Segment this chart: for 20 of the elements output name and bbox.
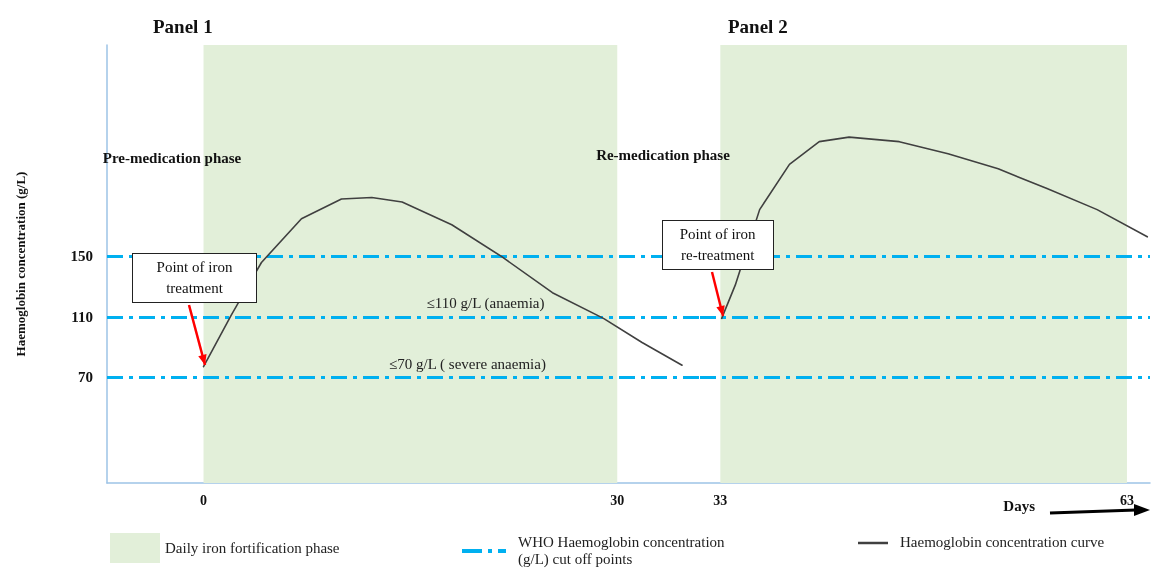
chart-title: Panel 2: [728, 16, 788, 37]
callout-box: Point of iron re-treatment: [661, 220, 774, 271]
annotation: Re-medication phase: [595, 146, 731, 165]
ref-line-label: ≤70 g/L ( severe anaemia): [389, 355, 546, 373]
x-tick-label: 0: [200, 492, 208, 508]
x-tick-label: 33: [713, 492, 728, 508]
x-tick-label: 30: [610, 492, 625, 508]
annotation: Pre-medication phase: [101, 149, 243, 168]
callout-box: Point of iron treatment: [132, 252, 258, 303]
chart-title: Panel 1: [153, 16, 213, 37]
y-tick-label: 70: [78, 369, 93, 386]
x-tick-label: 63: [1119, 492, 1134, 508]
y-tick-label: 110: [71, 308, 93, 325]
x-axis-title: Days: [1003, 498, 1036, 514]
legend-label: Daily iron fortification phase: [165, 540, 340, 556]
text: WHO Haemoglobin concentration (g/L) cut off points: [518, 534, 726, 568]
ref-line-label: ≤110 g/L (anaemia): [426, 295, 545, 313]
y-tick-label: 150: [70, 248, 93, 265]
legend-label: Haemoglobin concentration curve: [900, 534, 1105, 551]
y-axis-title: Haemoglobin concentration (g/L): [13, 171, 28, 357]
